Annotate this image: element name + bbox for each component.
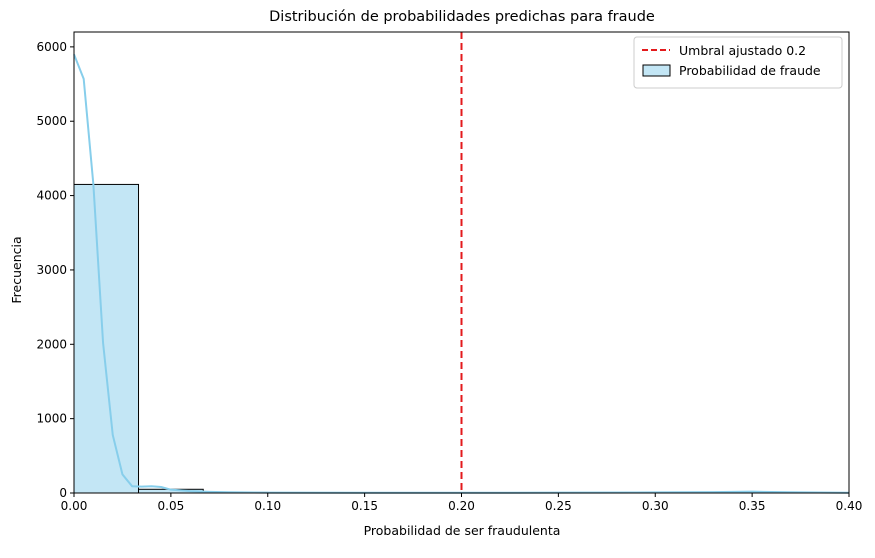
y-tick-label: 1000: [36, 412, 67, 426]
x-tick-label: 0.05: [158, 499, 185, 513]
x-tick-label: 0.20: [448, 499, 475, 513]
x-tick-label: 0.00: [61, 499, 88, 513]
y-tick-label: 3000: [36, 263, 67, 277]
x-tick-label: 0.25: [545, 499, 572, 513]
legend-histogram-swatch: [642, 64, 671, 77]
x-tick-label: 0.40: [836, 499, 863, 513]
x-tick-label: 0.10: [254, 499, 281, 513]
y-tick-label: 0: [59, 486, 67, 500]
x-tick-label: 0.35: [739, 499, 766, 513]
x-tick-label: 0.15: [351, 499, 378, 513]
legend: Umbral ajustado 0.2 Probabilidad de frau…: [633, 36, 843, 89]
y-tick-label: 2000: [36, 337, 67, 351]
legend-threshold-label: Umbral ajustado 0.2: [679, 43, 806, 58]
legend-box: [633, 36, 843, 89]
y-axis-ticks: 0 1000 2000 3000 4000 5000 6000: [36, 40, 74, 500]
legend-histogram-label: Probabilidad de fraude: [679, 63, 821, 78]
y-tick-label: 5000: [36, 114, 67, 128]
x-axis-label: Probabilidad de ser fraudulenta: [364, 523, 561, 538]
y-axis-label: Frecuencia: [9, 236, 24, 303]
chart-title: Distribución de probabilidades predichas…: [269, 9, 655, 25]
kde-curve: [73, 53, 850, 494]
x-axis-ticks: 0.00 0.05 0.10 0.15 0.20 0.25 0.30 0.35 0.40: [61, 493, 863, 513]
x-tick-label: 0.30: [642, 499, 669, 513]
y-tick-label: 4000: [36, 189, 67, 203]
y-tick-label: 6000: [36, 40, 67, 54]
histogram-bar: [73, 183, 140, 494]
